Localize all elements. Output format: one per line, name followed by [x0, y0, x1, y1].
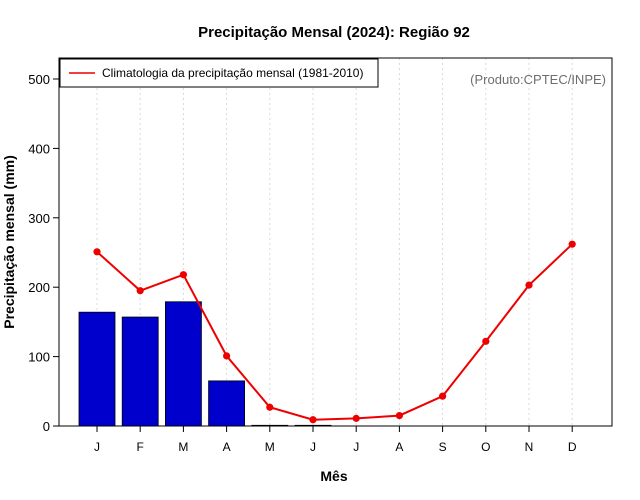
bar-3: [208, 380, 246, 427]
x-tick-label-5: J: [310, 440, 316, 454]
bar-series: [78, 301, 332, 427]
climatology-point-8: [439, 392, 447, 400]
y-tick-label-500: 500: [28, 72, 50, 87]
climatology-line: [96, 243, 573, 421]
y-tick-label-0: 0: [43, 419, 50, 434]
climatology-point-2: [179, 271, 187, 279]
x-tick-label-7: A: [395, 440, 403, 454]
line-series: [93, 240, 576, 424]
x-tick-label-1: F: [137, 440, 144, 454]
y-tick-label-100: 100: [28, 350, 50, 365]
x-tick-label-9: O: [481, 440, 490, 454]
climatology-point-3: [223, 352, 231, 360]
legend-box: [59, 58, 379, 88]
bar-0: [78, 311, 116, 427]
x-axis-label: Mês: [320, 468, 347, 484]
climatology-point-0: [93, 248, 101, 256]
x-tick-label-8: S: [439, 440, 447, 454]
climatology-point-6: [352, 414, 360, 422]
climatology-point-7: [395, 411, 403, 420]
y-tick-label-300: 300: [28, 211, 50, 226]
x-tick-label-6: J: [353, 440, 359, 454]
x-tick-label-2: M: [178, 440, 188, 454]
y-axis: 0 100 200 300 400 500: [28, 72, 59, 434]
x-tick-label-10: N: [525, 440, 534, 454]
x-tick-label-0: J: [94, 440, 100, 454]
bar-1: [121, 316, 159, 427]
x-tick-label-3: A: [223, 440, 231, 454]
climatology-point-5: [309, 416, 317, 424]
x-tick-label-11: D: [568, 440, 577, 454]
plot-frame: [58, 57, 613, 427]
climatology-point-11: [568, 240, 576, 248]
bar-2: [164, 301, 202, 427]
y-tick-label-400: 400: [28, 141, 50, 156]
climatology-point-1: [136, 287, 144, 295]
y-tick-label-200: 200: [28, 280, 50, 295]
chart-title: Precipitação Mensal (2024): Região 92: [198, 24, 470, 41]
credit-text: (Produto:CPTEC/INPE): [470, 72, 606, 87]
legend-entry-climatology: Climatologia da precipitação mensal (198…: [102, 66, 363, 80]
climatology-point-10: [525, 281, 533, 289]
y-axis-label: Precipitação mensal (mm): [1, 155, 17, 329]
x-tick-label-4: M: [265, 440, 275, 454]
climatology-point-4: [266, 403, 274, 411]
legend: Climatologia da precipitação mensal (198…: [59, 58, 379, 88]
climatology-point-9: [482, 337, 490, 345]
